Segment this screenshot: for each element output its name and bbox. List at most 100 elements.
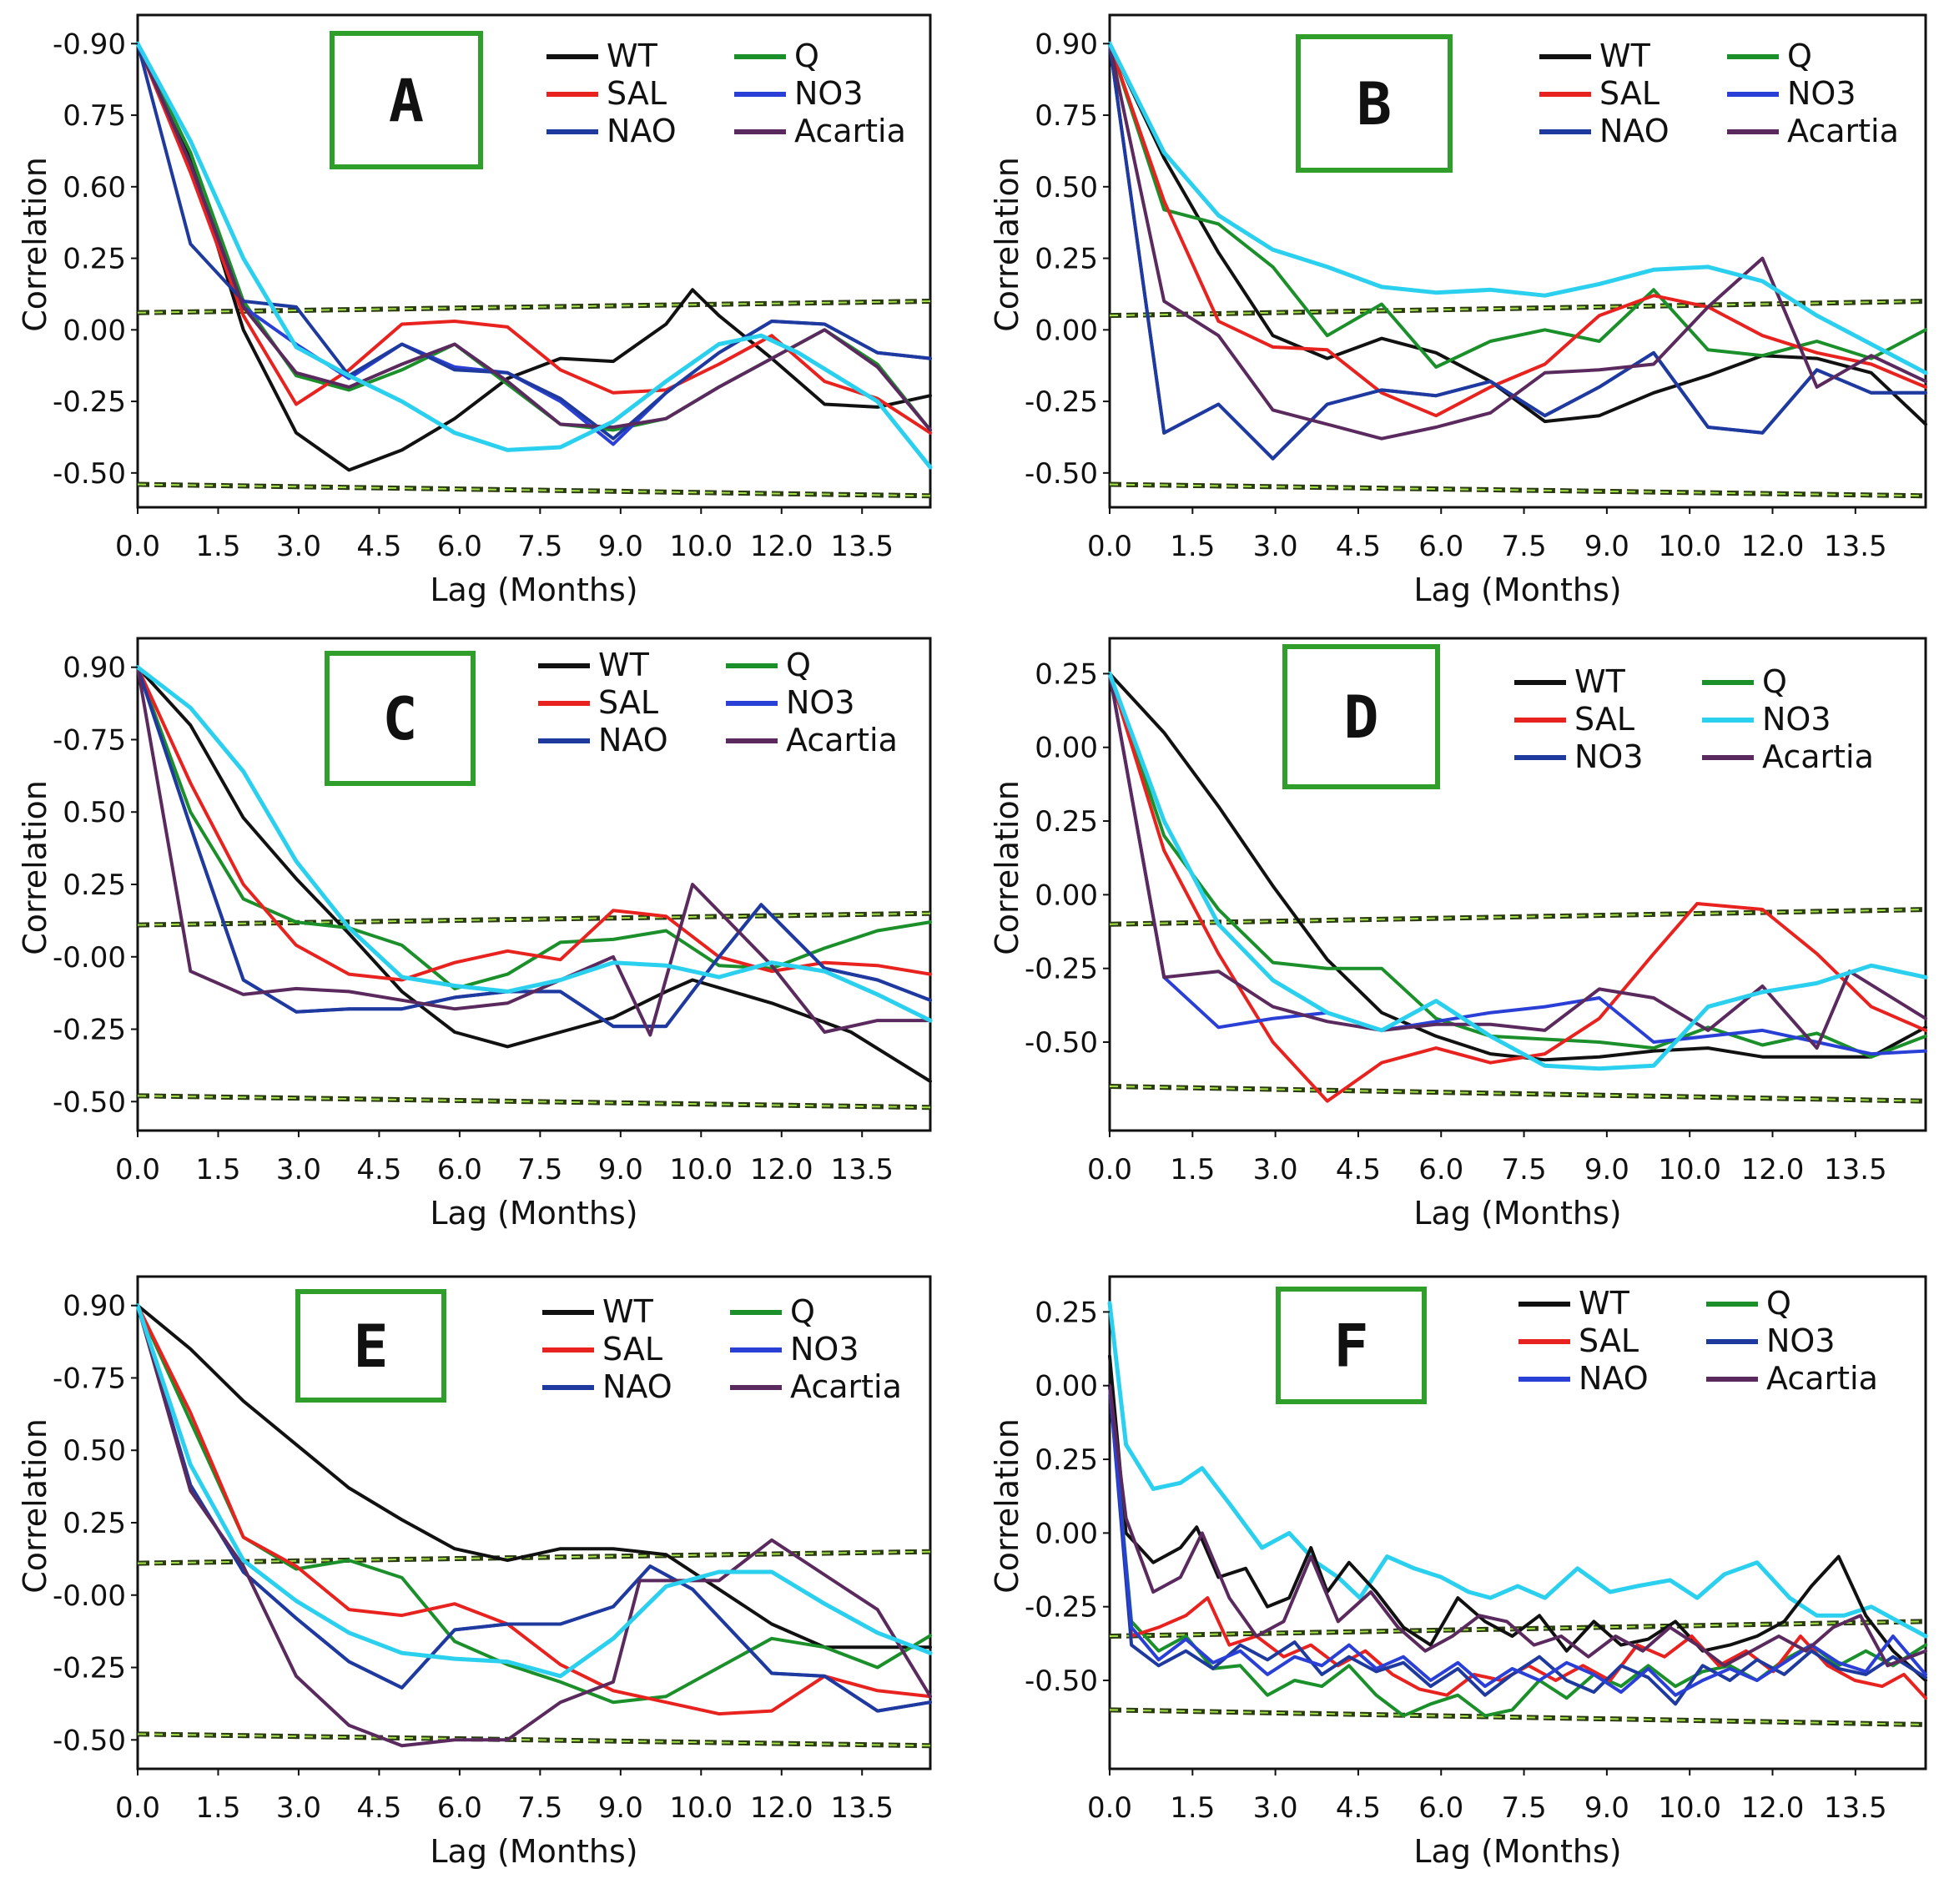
x-tick-label: 12.0 (750, 1791, 813, 1825)
x-tick-label: 9.0 (598, 530, 643, 563)
y-tick-label: -0.25 (53, 385, 126, 419)
panel-c: 0.90 -0.75 0.50 0.25 -0.00 -0.25 -0.50 0.0 1.5 3.… (17, 637, 933, 1232)
panel-label: D (1343, 683, 1378, 752)
y-tick-label: -0.25 (53, 1014, 126, 1047)
y-tick-label: 0.25 (63, 243, 126, 276)
plot-frame (136, 13, 932, 509)
series-line-cyan (1107, 41, 1928, 375)
panel-label-box (1296, 34, 1453, 173)
y-tick-label: -0.50 (1025, 457, 1098, 491)
series-line-q (1108, 42, 1927, 369)
panel-b: 0.90 0.75 0.50 0.25 0.00 -0.25 -0.50 0.0 1.5 3.0 4… (989, 13, 1928, 608)
x-tick-label: 12.0 (1741, 1791, 1805, 1825)
panel-label-box (325, 651, 476, 786)
panel-d: 0.25 0.00 0.25 0.00 -0.25 -0.50 0.0 1.5 3.0 4.5 6.… (989, 637, 1928, 1232)
y-tick-label: 0.25 (1035, 1443, 1098, 1477)
x-tick-label: 0.0 (115, 530, 160, 563)
legend-label: NO3 (1766, 1322, 1836, 1359)
series-line-acartia (1108, 672, 1927, 1050)
x-tick-label: 1.5 (1170, 1791, 1215, 1825)
y-tick-label: 0.00 (1035, 314, 1098, 347)
x-tick-label: 0.0 (115, 1791, 160, 1825)
x-tick-label: 1.5 (195, 530, 240, 563)
series-line-acartia (136, 1303, 932, 1748)
x-tick-label: 12.0 (1741, 530, 1805, 563)
confidence-band-highlight-2 (1109, 1085, 1926, 1102)
confidence-band-1 (137, 910, 931, 928)
x-tick-label: 10.0 (669, 1153, 733, 1186)
y-tick-label: 0.00 (1035, 879, 1098, 912)
legend-label: Acartia (786, 722, 898, 758)
series-line-cyan (1107, 671, 1928, 1071)
x-tick-label: 3.0 (1253, 530, 1298, 563)
x-tick-label: 6.0 (1418, 1153, 1463, 1186)
y-tick-label: -0.50 (53, 1724, 126, 1757)
series-line-wt (136, 42, 932, 472)
series-line-q (136, 665, 932, 990)
x-tick-label: 3.0 (1253, 1153, 1298, 1186)
x-tick-label: 9.0 (1584, 1153, 1629, 1186)
series-line-no3 (1108, 1383, 1927, 1706)
y-tick-label: 0.00 (1035, 732, 1098, 765)
x-tick-label: 13.5 (1824, 1153, 1887, 1186)
x-axis-title: Lag (Months) (430, 572, 637, 608)
series-line-cyan (1107, 1301, 1928, 1639)
x-tick-label: 7.5 (1502, 530, 1547, 563)
legend-label: NAO (1599, 113, 1670, 149)
y-axis-title: Correlation (17, 780, 53, 955)
legend-label: SAL (598, 684, 658, 721)
x-tick-label: 6.0 (437, 1153, 482, 1186)
legend-label: Acartia (1762, 738, 1874, 775)
panel-label: C (382, 685, 417, 753)
series-line-cyan (135, 1303, 933, 1679)
series-line-sal (136, 1303, 932, 1716)
confidence-band-highlight-1 (1109, 300, 1926, 317)
legend-label: Q (794, 38, 819, 74)
y-tick-label: -0.50 (1025, 1665, 1098, 1698)
plot-frame (1108, 13, 1927, 509)
x-tick-label: 10.0 (669, 530, 733, 563)
y-tick-label: 0.00 (1035, 1370, 1098, 1403)
y-tick-label: -0.25 (1025, 1591, 1098, 1624)
y-tick-label: -0.50 (53, 1085, 126, 1119)
legend-label: NO3 (1762, 701, 1831, 738)
x-tick-label: 0.0 (115, 1153, 160, 1186)
series-line-acartia (1108, 1383, 1927, 1668)
x-tick-label: 12.0 (750, 530, 813, 563)
series-line-wt (1108, 1354, 1927, 1682)
y-tick-label: 0.25 (1035, 243, 1098, 276)
y-tick-label: 0.00 (1035, 1517, 1098, 1550)
y-axis-title: Correlation (17, 157, 53, 332)
legend-label: WT (607, 38, 658, 74)
legend-label: NAO (602, 1368, 672, 1405)
confidence-band-2 (137, 1731, 931, 1749)
y-tick-label: -0.90 (53, 28, 126, 61)
legend-label: SAL (607, 75, 667, 112)
legend-label: NO3 (786, 684, 855, 721)
series-line-sal (136, 42, 932, 435)
panel-label-box (295, 1289, 446, 1403)
x-tick-label: 7.5 (1502, 1153, 1547, 1186)
x-tick-label: 3.0 (1253, 1791, 1298, 1825)
series-line-nao (1108, 1383, 1927, 1697)
y-axis-title: Correlation (17, 1418, 53, 1594)
panel-label-box (330, 31, 483, 169)
y-tick-label: 0.90 (63, 652, 126, 685)
series-line-acartia (136, 42, 932, 432)
x-tick-label: 10.0 (1658, 1153, 1721, 1186)
y-tick-label: 0.60 (63, 171, 126, 204)
legend-label: Q (1787, 38, 1812, 74)
legend-label: Acartia (794, 113, 906, 149)
x-tick-label: 10.0 (1658, 1791, 1721, 1825)
x-tick-label: 12.0 (1741, 1153, 1805, 1186)
x-tick-label: 3.0 (276, 1153, 321, 1186)
legend-label: SAL (1574, 701, 1634, 738)
y-tick-label: -0.25 (1025, 385, 1098, 419)
x-tick-label: 13.5 (830, 1791, 894, 1825)
y-tick-label: 0.25 (1035, 1296, 1098, 1329)
y-tick-label: -0.00 (53, 941, 126, 975)
panel-e: 0.90 -0.75 0.50 0.25 -0.00 -0.25 -0.50 0.0 1.5 3.… (17, 1275, 933, 1870)
y-tick-label: -0.75 (53, 723, 126, 757)
confidence-band-highlight-2 (1109, 1709, 1926, 1726)
y-tick-label: 0.90 (1035, 28, 1098, 61)
